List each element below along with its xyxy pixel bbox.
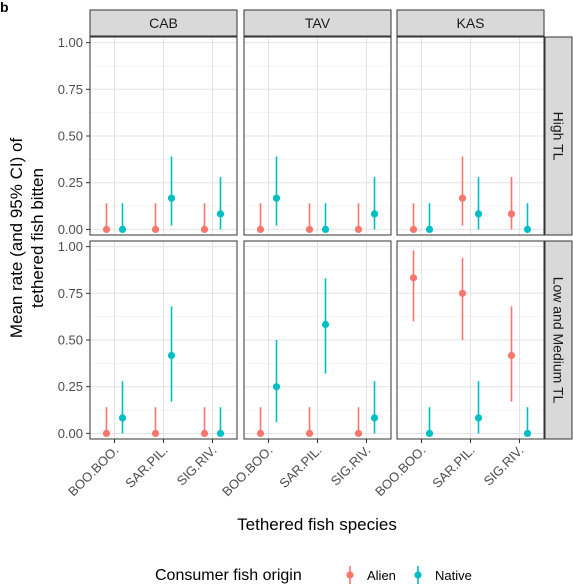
mean-point: [409, 274, 418, 282]
x-axis: BOO.BOO. SAR.PIL. SIG.RIV. BOO.BOO. SAR.PIL.…: [65, 439, 527, 499]
panel-letter: b: [0, 0, 9, 15]
mean-point: [458, 194, 467, 202]
column-strip: [89, 9, 238, 37]
mean-point: [474, 210, 483, 218]
mean-point: [458, 289, 467, 297]
mean-point: [118, 414, 127, 422]
panel-border: [243, 36, 392, 236]
y-tick-label: 0.00: [58, 426, 83, 441]
y-tick-label: 0.25: [58, 175, 83, 190]
mean-point: [370, 210, 379, 218]
mean-point: [102, 225, 111, 233]
y-tick-label: 1.00: [58, 239, 83, 254]
facet-panel: [89, 240, 238, 440]
mean-point: [256, 429, 265, 437]
mean-point: [425, 225, 434, 233]
row-strip: [544, 240, 573, 440]
facet-panel: [396, 240, 545, 440]
mean-point: [200, 429, 209, 437]
legend-title: Consumer fish origin: [155, 567, 302, 584]
mean-point: [151, 225, 160, 233]
x-tick-label: SIG.RIV.: [174, 443, 220, 489]
mean-point: [151, 429, 160, 437]
row-strip: [544, 36, 573, 236]
mean-point: [321, 320, 330, 329]
mean-point: [216, 210, 225, 218]
x-tick-label: SIG.RIV.: [328, 443, 374, 489]
facet-panel: [243, 240, 392, 440]
mean-point: [425, 429, 434, 437]
mean-point: [354, 225, 363, 233]
x-tick-label: BOO.BOO.: [219, 443, 276, 500]
y-tick-label: 0.50: [58, 129, 83, 144]
mean-point: [216, 429, 225, 437]
mean-point: [507, 351, 516, 360]
mean-point: [167, 351, 176, 360]
panel-border: [396, 36, 545, 236]
mean-point: [507, 210, 516, 218]
y-axis-title-line-2: tethered fish bitten: [28, 168, 47, 308]
legend: Consumer fish origin Alien Native: [155, 566, 472, 584]
facet-panel: [396, 36, 545, 236]
mean-point: [102, 429, 111, 437]
legend-key-point: [414, 571, 422, 579]
y-axis-title: Mean rate (and 95% CI) of tethered fish …: [7, 138, 47, 339]
column-strip: [396, 9, 545, 37]
x-tick-label: SIG.RIV.: [481, 443, 527, 489]
legend-label: Alien: [367, 568, 396, 583]
legend-key-point: [346, 571, 354, 579]
mean-point: [321, 225, 330, 233]
mean-point: [272, 383, 281, 391]
y-tick-label: 0.75: [58, 82, 83, 97]
y-tick-label: 1.00: [58, 35, 83, 50]
mean-point: [256, 225, 265, 233]
mean-point: [523, 429, 532, 437]
y-tick-label: 0.25: [58, 379, 83, 394]
column-strip-label: KAS: [456, 15, 484, 31]
column-strip-label: TAV: [305, 15, 331, 31]
x-tick-label: SAR.PIL.: [429, 443, 477, 491]
facet-panel: [243, 36, 392, 236]
mean-point: [370, 414, 379, 422]
mean-point: [118, 225, 127, 233]
mean-point: [272, 194, 281, 202]
row-strip-label: High TL: [551, 112, 567, 161]
mean-point: [409, 225, 418, 233]
x-tick-label: SAR.PIL.: [122, 443, 170, 491]
x-tick-label: BOO.BOO.: [65, 443, 122, 500]
mean-point: [474, 414, 483, 422]
x-tick-label: BOO.BOO.: [372, 443, 429, 500]
y-tick-label: 0.75: [58, 286, 83, 301]
y-axes: 0.00 0.25 0.50 0.75 1.00 0.00 0.25 0.50 0.75 1.00: [58, 35, 90, 441]
y-tick-label: 0.50: [58, 333, 83, 348]
y-tick-label: 0.00: [58, 222, 83, 237]
column-strip-label: CAB: [149, 15, 178, 31]
mean-point: [354, 429, 363, 437]
mean-point: [167, 194, 176, 202]
row-strip-label: Low and Medium TL: [551, 277, 567, 404]
mean-point: [305, 429, 314, 437]
mean-point: [305, 225, 314, 233]
mean-point: [523, 225, 532, 233]
legend-label: Native: [435, 568, 472, 583]
facet-panels: CAB TAV KAS High TL Low and Medium TL: [89, 9, 573, 440]
x-axis-title: Tethered fish species: [237, 515, 397, 534]
y-axis-title-line-1: Mean rate (and 95% CI) of: [7, 138, 26, 339]
column-strip: [243, 9, 392, 37]
facet-panel: [89, 36, 238, 236]
x-tick-label: SAR.PIL.: [276, 443, 324, 491]
mean-point: [200, 225, 209, 233]
